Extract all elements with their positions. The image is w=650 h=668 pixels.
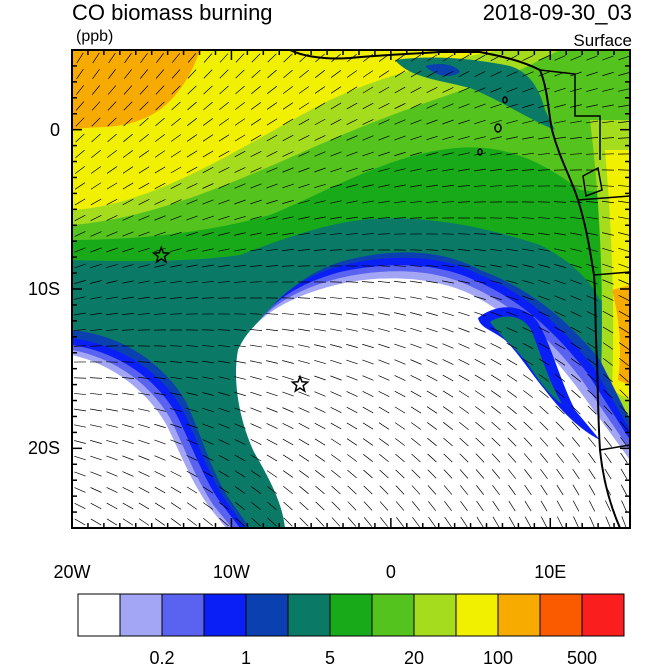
colorbar-tick-label: 500 xyxy=(567,648,597,668)
x-tick-label: 10W xyxy=(213,562,250,582)
colorbar-tick-label: 20 xyxy=(404,648,424,668)
colorbar-box xyxy=(498,594,540,636)
colorbar xyxy=(78,594,624,636)
colorbar-box xyxy=(288,594,330,636)
colorbar-tick-label: 0.2 xyxy=(149,648,174,668)
co-field xyxy=(72,50,630,528)
colorbar-tick-label: 5 xyxy=(325,648,335,668)
colorbar-tick-label: 100 xyxy=(483,648,513,668)
x-tick-label: 20W xyxy=(53,562,90,582)
colorbar-box xyxy=(204,594,246,636)
colorbar-box xyxy=(540,594,582,636)
x-tick-label: 10E xyxy=(534,562,566,582)
colorbar-box xyxy=(372,594,414,636)
colorbar-box xyxy=(582,594,624,636)
colorbar-box xyxy=(162,594,204,636)
colorbar-box xyxy=(246,594,288,636)
colorbar-box xyxy=(120,594,162,636)
colorbar-box xyxy=(414,594,456,636)
y-tick-label: 0 xyxy=(50,120,60,140)
colorbar-box xyxy=(456,594,498,636)
y-tick-label: 10S xyxy=(28,279,60,299)
colorbar-box xyxy=(78,594,120,636)
colorbar-box xyxy=(330,594,372,636)
colorbar-tick-label: 1 xyxy=(241,648,251,668)
x-tick-label: 0 xyxy=(386,562,396,582)
y-tick-label: 20S xyxy=(28,438,60,458)
